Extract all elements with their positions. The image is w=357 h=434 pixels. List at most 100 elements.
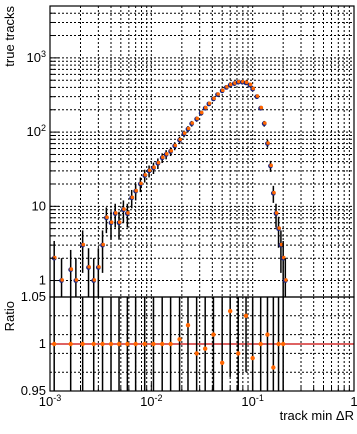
data-point <box>143 173 148 177</box>
data-point <box>109 220 114 224</box>
ratio-axis-title: Ratio <box>2 301 17 331</box>
lower-panel <box>49 296 355 392</box>
data-point <box>237 79 241 84</box>
ratio-point <box>280 341 286 347</box>
y-tick-label: 0.95 <box>21 383 46 398</box>
y-tick-label: 1 <box>39 273 46 288</box>
y-tick-label: 1 <box>39 336 46 351</box>
data-point <box>251 86 256 91</box>
ratio-point <box>258 341 263 347</box>
data-point <box>60 278 64 282</box>
x-tick-label: 10-3 <box>39 393 61 409</box>
ratio-point <box>211 332 216 337</box>
y-tick-label: 10 <box>32 198 46 213</box>
ratio-point <box>142 341 147 347</box>
data-point <box>199 110 204 115</box>
ratio-point <box>271 365 276 370</box>
upper-frame <box>49 5 355 298</box>
data-point <box>228 82 233 87</box>
data-point <box>216 92 220 96</box>
data-point <box>259 105 264 110</box>
ratio-point <box>80 341 85 347</box>
data-point <box>255 94 260 98</box>
data-point <box>134 188 139 193</box>
data-point <box>279 242 284 247</box>
data-point <box>101 242 105 247</box>
data-point <box>182 131 187 135</box>
data-point <box>277 226 281 230</box>
data-point <box>52 255 57 260</box>
ratio-point <box>168 341 173 347</box>
ratio-point <box>265 332 270 337</box>
ratio-point <box>159 341 165 347</box>
data-point <box>164 152 169 156</box>
data-point <box>81 242 86 247</box>
data-point <box>173 143 178 148</box>
y-tick-label: 103 <box>27 49 46 65</box>
ratio-point <box>227 308 233 314</box>
data-point <box>266 141 270 145</box>
ratio-point <box>133 341 138 347</box>
data-point <box>97 265 101 269</box>
data-point <box>139 181 143 186</box>
data-point <box>195 116 200 121</box>
data-point <box>186 126 191 131</box>
ratio-point <box>100 341 105 347</box>
ratio-point <box>194 351 199 356</box>
data-point <box>212 96 216 101</box>
data-point <box>207 101 212 106</box>
ratio-point <box>250 355 255 361</box>
lower-frame <box>49 296 355 392</box>
data-point <box>105 215 109 220</box>
data-point <box>284 278 288 282</box>
data-point <box>272 190 276 195</box>
x-tick-label: 10-1 <box>241 393 263 409</box>
ratio-point <box>108 341 114 347</box>
data-point <box>244 80 249 85</box>
data-point <box>156 160 161 165</box>
data-point <box>169 148 174 153</box>
x-tick-label: 10-2 <box>140 393 162 409</box>
data-point <box>92 278 97 282</box>
data-point <box>248 82 253 87</box>
data-point <box>190 121 195 125</box>
ratio-point <box>243 313 249 318</box>
data-point <box>117 220 122 224</box>
upper-panel <box>49 5 355 298</box>
ratio-point <box>236 351 241 356</box>
y-tick-label: 102 <box>27 123 46 139</box>
y-axis-title: true tracks <box>2 6 17 67</box>
ratio-point <box>68 341 73 347</box>
data-point <box>203 105 208 110</box>
data-point <box>269 163 273 168</box>
x-axis-title: track min ΔR <box>280 408 354 423</box>
data-point <box>114 211 118 215</box>
data-point <box>69 267 74 271</box>
data-point <box>126 211 130 215</box>
data-point <box>74 278 79 282</box>
ratio-point <box>51 341 57 347</box>
ratio-point <box>177 337 182 342</box>
ratio-point <box>202 346 208 351</box>
ratio-point <box>125 341 130 347</box>
x-tick-label: 1 <box>350 394 357 409</box>
y-tick-label: 1.05 <box>21 289 46 304</box>
data-point <box>87 265 91 269</box>
ratio-point <box>91 341 96 347</box>
data-point <box>122 207 126 211</box>
data-point <box>152 165 156 170</box>
data-point <box>225 85 229 89</box>
data-point <box>130 195 135 200</box>
data-point <box>263 121 267 125</box>
data-point <box>178 137 182 142</box>
ratio-point <box>276 341 281 347</box>
data-point <box>220 88 225 93</box>
ratio-point <box>219 360 225 365</box>
ratio-point <box>116 341 122 347</box>
data-point <box>147 168 152 173</box>
data-point <box>274 211 279 215</box>
ratio-point <box>185 323 191 328</box>
data-point <box>160 155 165 160</box>
